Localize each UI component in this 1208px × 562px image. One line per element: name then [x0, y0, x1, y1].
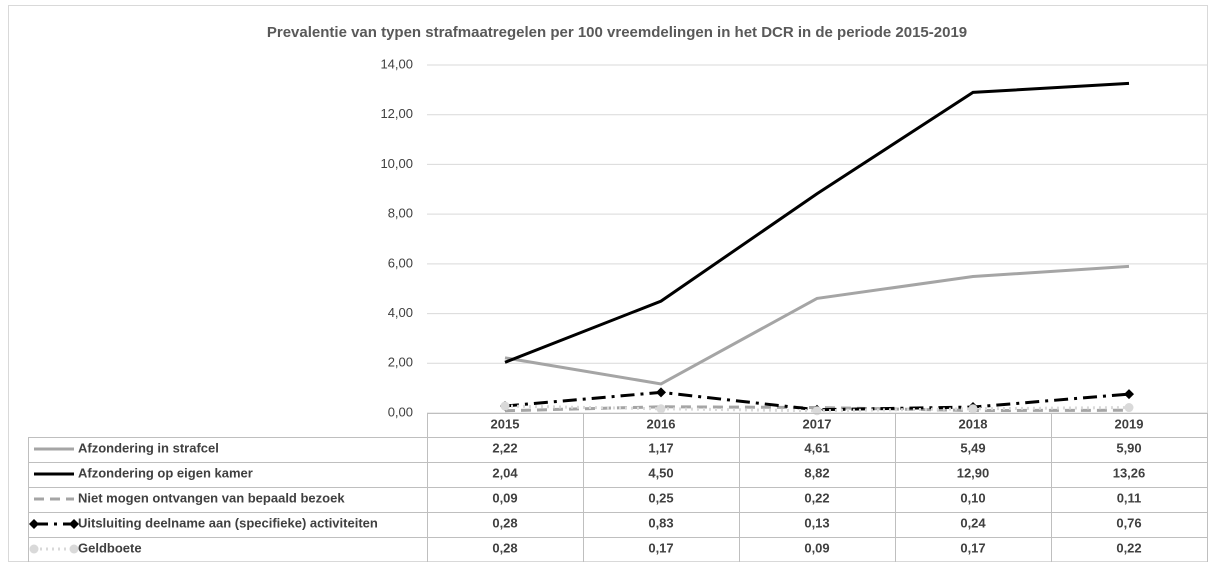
table-value: 13,26: [1113, 465, 1146, 480]
marker: [656, 404, 666, 414]
table-value: 5,90: [1116, 440, 1141, 455]
table-value: 0,17: [960, 540, 985, 555]
y-tick-label: 8,00: [388, 206, 413, 221]
table-value: 0,09: [492, 490, 517, 505]
legend-label: Afzondering op eigen kamer: [78, 465, 253, 480]
chart-border: [8, 5, 1208, 562]
legend-label: Uitsluiting deelname aan (specifieke) ac…: [78, 515, 378, 530]
series-line: [504, 81, 1130, 364]
table-value: 0,28: [492, 515, 517, 530]
x-tick-label: 2019: [1115, 416, 1144, 431]
x-tick-label: 2015: [491, 416, 520, 431]
x-tick-label: 2018: [959, 416, 988, 431]
table-value: 0,83: [648, 515, 673, 530]
table-value: 0,22: [1116, 540, 1141, 555]
legend-label: Geldboete: [78, 540, 142, 555]
y-tick-label: 14,00: [380, 56, 413, 71]
marker: [656, 387, 666, 398]
marker: [968, 404, 978, 414]
x-tick-label: 2016: [647, 416, 676, 431]
y-tick-label: 4,00: [388, 305, 413, 320]
table-value: 4,61: [804, 440, 829, 455]
table-value: 0,11: [1117, 490, 1142, 505]
marker: [29, 544, 39, 554]
table-value: 12,90: [957, 465, 990, 480]
x-tick-label: 2017: [803, 416, 832, 431]
table-value: 0,76: [1116, 515, 1141, 530]
y-tick-label: 2,00: [388, 355, 413, 370]
y-tick-label: 10,00: [380, 156, 413, 171]
table-value: 8,82: [804, 465, 829, 480]
chart-title: Prevalentie van typen strafmaatregelen p…: [267, 24, 967, 41]
table-value: 0,24: [960, 515, 986, 530]
marker: [69, 544, 79, 554]
table-value: 0,28: [492, 540, 517, 555]
table-value: 0,25: [648, 490, 673, 505]
table-value: 0,13: [804, 515, 829, 530]
table-value: 5,49: [960, 440, 985, 455]
marker: [500, 401, 510, 411]
table-value: 0,22: [804, 490, 829, 505]
legend-label: Afzondering in strafcel: [78, 440, 219, 455]
marker: [1124, 403, 1134, 413]
marker: [29, 519, 39, 529]
table-value: 0,09: [804, 540, 829, 555]
y-tick-label: 12,00: [380, 106, 413, 121]
marker: [69, 519, 79, 529]
table-value: 0,10: [960, 490, 985, 505]
table-value: 4,50: [648, 465, 673, 480]
table-value: 2,22: [492, 440, 517, 455]
legend-label: Niet mogen ontvangen van bepaald bezoek: [78, 490, 345, 505]
y-tick-label: 0,00: [388, 404, 413, 419]
series-line: [504, 264, 1130, 386]
marker: [1124, 389, 1134, 400]
table-value: 0,17: [648, 540, 673, 555]
table-value: 1,17: [648, 440, 673, 455]
table-value: 2,04: [492, 465, 518, 480]
y-tick-label: 6,00: [388, 255, 413, 270]
